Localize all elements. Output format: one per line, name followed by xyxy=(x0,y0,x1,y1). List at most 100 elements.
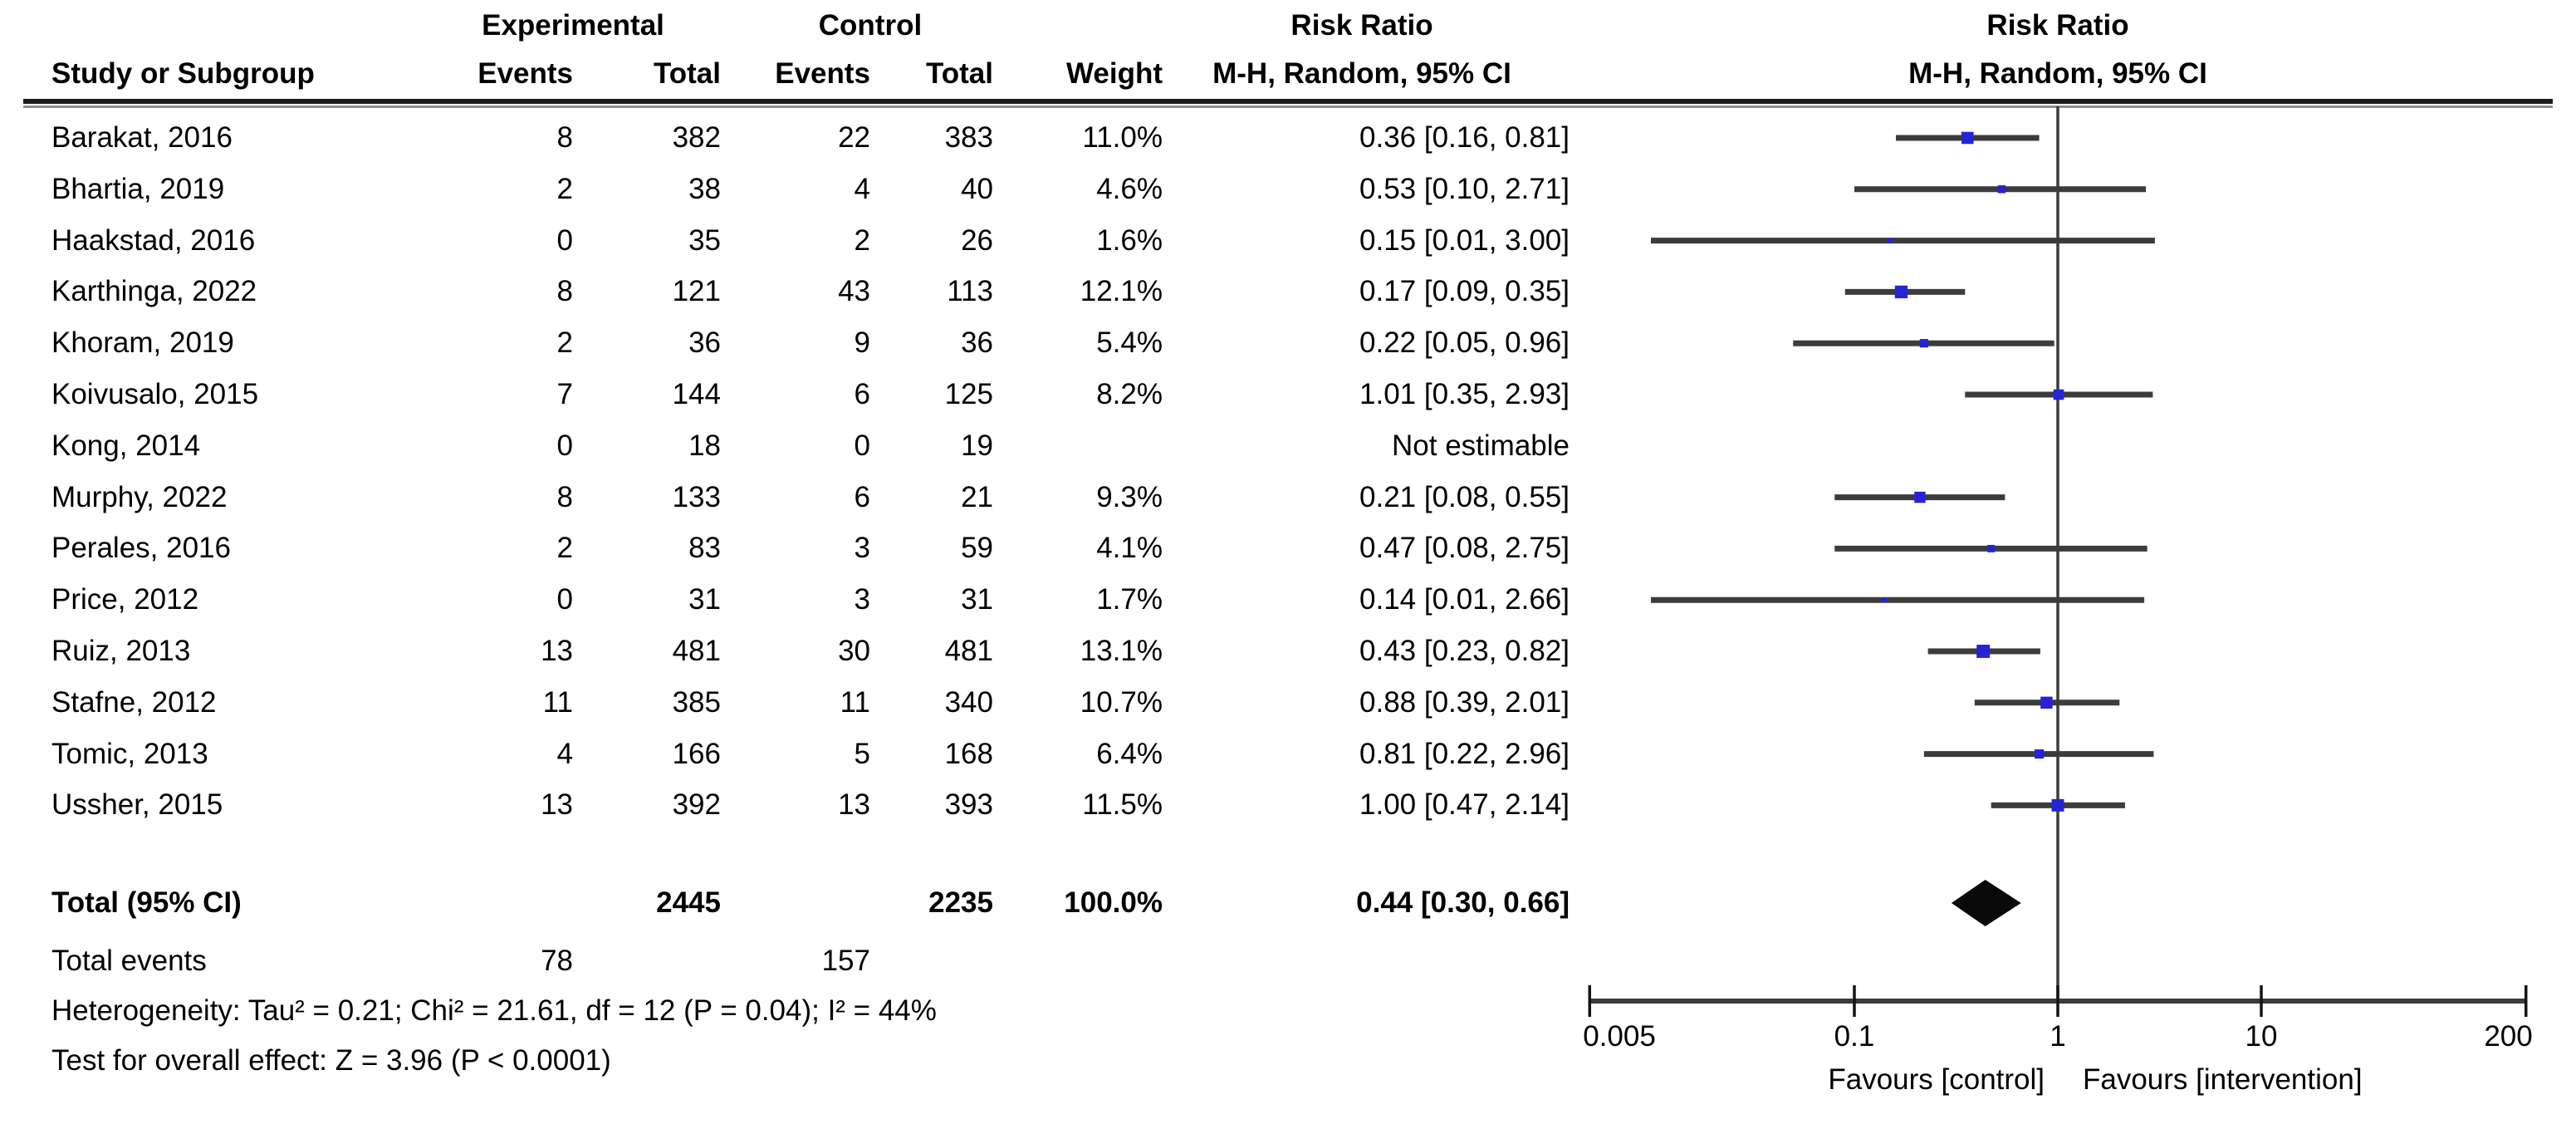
study-name: Ruiz, 2013 xyxy=(51,635,191,667)
ctrl-events: 5 xyxy=(854,737,870,770)
header-ctrl-events: Events xyxy=(775,57,870,90)
axis-tick-label: 0.005 xyxy=(1583,1020,1656,1053)
effect-square xyxy=(2051,798,2064,812)
weight: 11.5% xyxy=(1082,788,1163,822)
weight: 6.4% xyxy=(1096,737,1163,770)
exp-events: 7 xyxy=(556,378,573,410)
study-name: Koivusalo, 2015 xyxy=(51,378,259,410)
total-row-ctrl-total: 2235 xyxy=(928,886,993,919)
ctrl-total: 59 xyxy=(961,532,993,565)
exp-total: 83 xyxy=(688,532,721,565)
total-events-exp: 78 xyxy=(541,945,573,977)
ctrl-events: 30 xyxy=(838,635,870,667)
exp-events: 2 xyxy=(556,532,573,565)
total-row-exp-total: 2445 xyxy=(656,886,721,919)
weight: 1.6% xyxy=(1096,223,1163,257)
weight: 4.6% xyxy=(1096,172,1163,205)
favours-control-label: Favours [control] xyxy=(1828,1063,2045,1096)
study-name: Kong, 2014 xyxy=(51,429,201,462)
ctrl-total: 340 xyxy=(944,685,993,719)
header-mh-ci-text: M-H, Random, 95% CI xyxy=(1212,57,1511,90)
effect-square xyxy=(1919,339,1929,348)
ctrl-total: 40 xyxy=(961,172,993,205)
exp-total: 382 xyxy=(672,121,721,154)
effect-square xyxy=(1894,285,1908,299)
study-name: Khoram, 2019 xyxy=(51,326,234,360)
effect-square xyxy=(2053,389,2064,400)
exp-total: 35 xyxy=(688,223,721,257)
ctrl-total: 113 xyxy=(947,275,993,308)
risk-ratio-ci: 1.01 [0.35, 2.93] xyxy=(1359,378,1570,410)
risk-ratio-ci: Not estimable xyxy=(1392,429,1570,462)
axis-tick-label: 1 xyxy=(2050,1020,2065,1053)
exp-events: 13 xyxy=(541,788,573,822)
axis-tick-label: 200 xyxy=(2484,1020,2532,1053)
ctrl-events: 0 xyxy=(854,429,870,462)
overall-effect-stats: Test for overall effect: Z = 3.96 (P < 0… xyxy=(51,1044,611,1077)
ctrl-total: 481 xyxy=(944,635,993,667)
weight: 13.1% xyxy=(1080,635,1163,667)
ctrl-total: 26 xyxy=(961,223,993,257)
axis-tick-label: 10 xyxy=(2245,1020,2278,1053)
ctrl-total: 19 xyxy=(961,429,993,462)
header-exp-events: Events xyxy=(477,57,573,90)
total-row-ci: 0.44 [0.30, 0.66] xyxy=(1356,886,1570,919)
exp-events: 8 xyxy=(556,275,573,308)
risk-ratio-ci: 0.36 [0.16, 0.81] xyxy=(1359,121,1570,154)
ctrl-events: 13 xyxy=(838,788,870,822)
exp-total: 38 xyxy=(688,172,721,205)
ctrl-events: 9 xyxy=(854,326,870,360)
risk-ratio-ci: 0.14 [0.01, 2.66] xyxy=(1359,583,1570,616)
effect-square xyxy=(1997,185,2006,194)
ctrl-total: 125 xyxy=(944,378,993,410)
ctrl-events: 3 xyxy=(854,583,870,616)
ctrl-total: 168 xyxy=(944,737,993,770)
weight: 10.7% xyxy=(1080,685,1163,719)
ctrl-events: 6 xyxy=(854,480,870,513)
ctrl-total: 383 xyxy=(944,121,993,154)
study-name: Karthinga, 2022 xyxy=(51,275,257,308)
risk-ratio-ci: 0.88 [0.39, 2.01] xyxy=(1359,685,1570,719)
exp-events: 8 xyxy=(556,121,573,154)
study-name: Price, 2012 xyxy=(51,583,199,616)
total-row-weight: 100.0% xyxy=(1064,886,1163,919)
weight: 8.2% xyxy=(1096,378,1163,410)
exp-total: 18 xyxy=(688,429,721,462)
weight: 9.3% xyxy=(1096,480,1163,513)
ctrl-total: 21 xyxy=(961,480,993,513)
risk-ratio-ci: 0.17 [0.09, 0.35] xyxy=(1359,275,1570,308)
exp-total: 144 xyxy=(672,378,721,410)
header-ctrl-total: Total xyxy=(925,57,993,90)
ctrl-events: 6 xyxy=(854,378,870,410)
exp-events: 0 xyxy=(556,223,573,257)
heterogeneity-stats: Heterogeneity: Tau² = 0.21; Chi² = 21.61… xyxy=(51,994,937,1027)
ctrl-events: 3 xyxy=(854,532,870,565)
total-events-label: Total events xyxy=(51,945,207,977)
header-exp-total: Total xyxy=(653,57,721,90)
header-separator-line xyxy=(23,99,2553,104)
weight: 11.0% xyxy=(1082,121,1163,154)
ctrl-total: 393 xyxy=(944,788,993,822)
risk-ratio-ci: 0.15 [0.01, 3.00] xyxy=(1359,223,1570,257)
weight: 5.4% xyxy=(1096,326,1163,360)
effect-square xyxy=(1987,544,1996,552)
risk-ratio-ci: 0.43 [0.23, 0.82] xyxy=(1359,635,1570,667)
exp-total: 121 xyxy=(672,275,721,308)
exp-events: 0 xyxy=(556,429,573,462)
study-name: Ussher, 2015 xyxy=(51,788,223,822)
exp-total: 392 xyxy=(672,788,721,822)
effect-square xyxy=(2040,696,2053,709)
ctrl-events: 2 xyxy=(854,223,870,257)
exp-events: 4 xyxy=(556,737,573,770)
axis-tick-label: 0.1 xyxy=(1834,1020,1875,1053)
exp-total: 133 xyxy=(672,480,721,513)
total-diamond xyxy=(1951,880,2021,926)
header-study-or-subgroup: Study or Subgroup xyxy=(51,57,315,90)
effect-square xyxy=(1914,491,1926,503)
study-name: Bhartia, 2019 xyxy=(51,172,225,205)
exp-events: 2 xyxy=(556,172,573,205)
favours-intervention-label: Favours [intervention] xyxy=(2083,1063,2363,1096)
exp-events: 11 xyxy=(542,685,573,719)
